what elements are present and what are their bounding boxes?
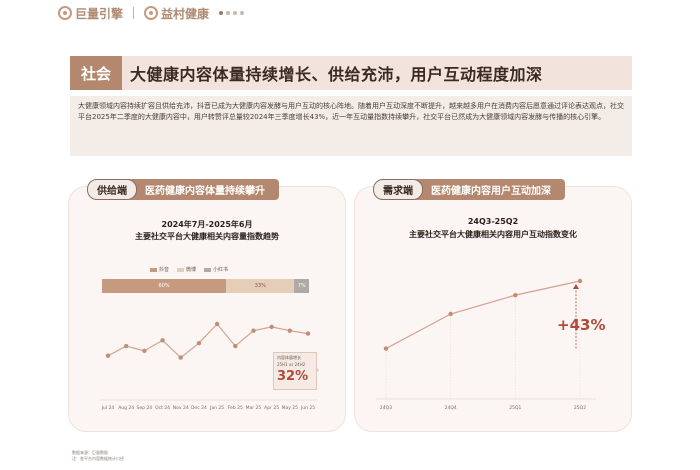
- share-segment-1: 60%: [102, 279, 227, 293]
- left-trend-point: [305, 331, 311, 336]
- right-chart-title: 主要社交平台大健康相关内容用户互动指数变化: [409, 230, 577, 239]
- left-chart-title: 主要社交平台大健康相关内容量指数趋势: [135, 232, 279, 241]
- platform-share-bar: 60% 33% 7%: [102, 279, 309, 293]
- right-trend-point: [383, 346, 389, 351]
- left-trend-point: [287, 328, 293, 333]
- left-x-tick-label: May 25: [282, 405, 299, 411]
- right-x-tick-label: 25Q2: [574, 405, 586, 411]
- left-x-tick-label: Feb 25: [228, 405, 243, 411]
- section-tag: 社会: [70, 56, 122, 90]
- section-title: 大健康内容体量持续增长、供给充沛，用户互动程度加深: [130, 65, 543, 84]
- callout-label-2: 25H1 vs 24H2: [277, 362, 306, 367]
- right-x-tick-label: 24Q3: [380, 405, 392, 411]
- supply-card-header: 供给端 医药健康内容体量持续攀升: [87, 179, 279, 200]
- demand-card: 需求端 医药健康内容用户互动加深 24Q3-25Q2 主要社交平台大健康相关内容…: [354, 179, 632, 432]
- right-trend-line: [385, 280, 581, 350]
- left-x-tick-label: Jun 25: [300, 405, 315, 411]
- legend-item: 抖音: [150, 266, 169, 273]
- brand-divider: [133, 7, 135, 19]
- left-legend: 抖音 微博 小红书: [150, 266, 228, 273]
- left-x-tick-label: Apr 25: [264, 405, 279, 411]
- share-segment-3: 7%: [294, 279, 309, 293]
- left-trend-point: [269, 324, 274, 330]
- left-trend-point: [178, 355, 183, 360]
- page-dots: [219, 11, 245, 15]
- left-x-tick-label: Nov 24: [173, 405, 189, 411]
- dot-indicator: [219, 11, 224, 15]
- legend-label-weibo: 微博: [186, 267, 197, 273]
- legend-item: 小红书: [204, 266, 228, 273]
- left-trend-point: [233, 343, 238, 349]
- brand-name-1: 巨量引擎: [75, 6, 124, 21]
- footer-source: 数据来源：巨量数据 注：各平台内容数据统计口径: [72, 450, 124, 462]
- left-trend-line: [107, 323, 309, 359]
- interaction-growth-value: +43%: [557, 316, 606, 334]
- left-trend-point: [142, 348, 147, 354]
- right-trend-point: [577, 278, 583, 284]
- legend-swatch-xhs: [204, 267, 212, 272]
- brand-name-2: 益村健康: [161, 6, 210, 21]
- left-chart-period: 2024年7月-2025年6月: [161, 220, 253, 229]
- left-x-tick-label: Sep 24: [137, 405, 153, 411]
- right-trend-point: [513, 292, 518, 298]
- right-x-tick-label: 25Q1: [509, 405, 521, 411]
- demand-card-title: 医药健康内容用户互动加深: [415, 179, 565, 200]
- left-x-tick-label: Mar 25: [246, 405, 262, 411]
- supply-pill: 供给端: [87, 179, 137, 200]
- brand-logo-2: 益村健康: [144, 5, 209, 22]
- left-trend-point: [214, 321, 220, 327]
- brand-logo-1: 巨量引擎: [58, 5, 123, 22]
- legend-label-xhs: 小红书: [213, 267, 229, 273]
- section-headline: 社会 大健康内容体量持续增长、供给充沛，用户互动程度加深: [70, 56, 632, 90]
- left-x-tick-label: Jan 25: [209, 405, 224, 411]
- legend-swatch-weibo: [177, 267, 185, 272]
- legend-item: 微博: [177, 266, 196, 273]
- dot-indicator: [240, 11, 245, 15]
- left-x-tick-label: Dec 24: [191, 405, 207, 411]
- left-trend-point: [196, 341, 202, 346]
- right-chart-period: 24Q3-25Q2: [467, 217, 519, 226]
- brand-mark-icon: [58, 6, 72, 20]
- demand-pill: 需求端: [373, 179, 423, 200]
- dot-indicator: [226, 11, 231, 15]
- dot-indicator: [233, 11, 238, 15]
- supply-card-title: 医药健康内容体量持续攀升: [129, 179, 279, 200]
- footer-line-1: 数据来源：巨量数据: [72, 450, 108, 455]
- left-trend-point: [251, 328, 256, 333]
- legend-swatch-douyin: [150, 267, 157, 272]
- demand-card-header: 需求端 医药健康内容用户互动加深: [373, 179, 565, 200]
- callout-label-1: 内容体量增长: [277, 355, 301, 360]
- right-x-tick-label: 24Q4: [445, 405, 457, 411]
- left-x-tick-label: Jul 24: [101, 405, 115, 411]
- left-trend-point: [160, 338, 165, 343]
- footer-line-2: 注：各平台内容数据统计口径: [72, 456, 124, 461]
- supply-card: 供给端 医药健康内容体量持续攀升 2024年7月-2025年6月 主要社交平台大…: [68, 179, 346, 432]
- top-brand-bar: 巨量引擎 益村健康: [0, 0, 700, 26]
- right-trend-point: [448, 311, 453, 317]
- left-x-tick-label: Aug 24: [118, 405, 134, 411]
- share-segment-2: 33%: [226, 279, 295, 293]
- left-x-tick-label: Oct 24: [155, 405, 170, 411]
- left-trend-point: [105, 353, 111, 358]
- growth-arrow-head: [573, 284, 579, 289]
- brand-mark-icon-2: [144, 6, 159, 20]
- intro-paragraph: 大健康领域内容持续扩容且供给充沛，抖音已成为大健康内容发酵与用户互动的核心阵地。…: [70, 96, 632, 156]
- callout-value: 32%: [277, 369, 309, 384]
- legend-label-douyin: 抖音: [159, 267, 170, 273]
- left-trend-point: [123, 343, 129, 349]
- content-growth-callout: 内容体量增长 25H1 vs 24H2 32%: [273, 352, 317, 390]
